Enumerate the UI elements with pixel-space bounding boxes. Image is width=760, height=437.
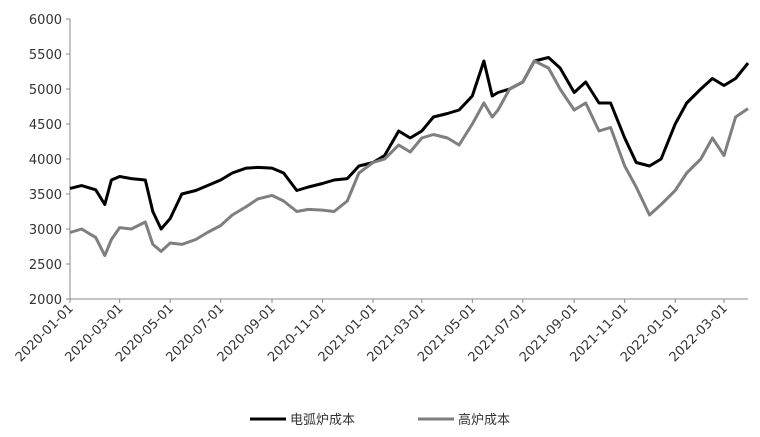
y-tick-label: 4000 xyxy=(29,153,62,168)
legend-label: 电弧炉成本 xyxy=(290,413,355,428)
y-tick-label: 5000 xyxy=(29,83,62,98)
y-tick-label: 4500 xyxy=(29,118,62,133)
legend-label: 高炉成本 xyxy=(458,412,510,428)
y-tick-label: 6000 xyxy=(29,13,62,28)
y-tick-label: 5500 xyxy=(29,48,62,63)
y-tick-label: 3000 xyxy=(29,223,62,238)
series-line xyxy=(69,56,750,231)
y-tick-label: 3500 xyxy=(29,188,62,203)
y-tick-label: 2500 xyxy=(29,258,62,273)
y-tick-label: 2000 xyxy=(29,293,62,308)
series-line xyxy=(69,59,749,258)
